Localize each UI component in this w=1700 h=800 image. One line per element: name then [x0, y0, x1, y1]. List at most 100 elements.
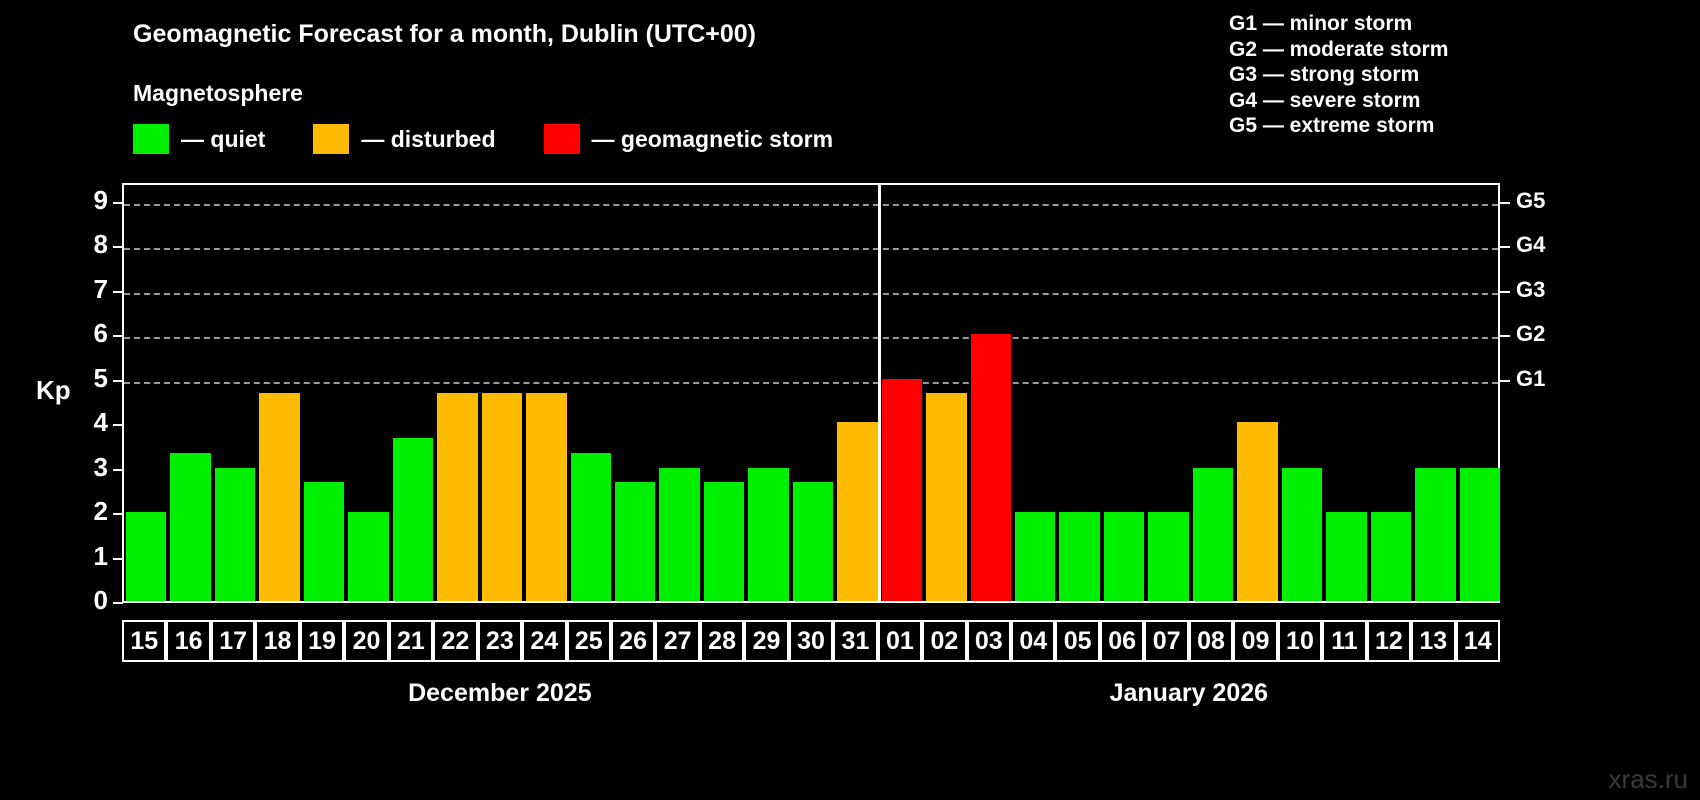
day-label-09[interactable]: 09 — [1233, 620, 1278, 662]
bar-day-27[interactable] — [659, 467, 700, 601]
day-label-27[interactable]: 27 — [655, 620, 700, 662]
bar-day-16[interactable] — [170, 453, 211, 601]
bar-day-28[interactable] — [703, 482, 745, 601]
y-tick-label-8: 8 — [93, 229, 108, 260]
day-label-06[interactable]: 06 — [1099, 620, 1145, 662]
y-tick-label-4: 4 — [93, 407, 108, 438]
day-label-17[interactable]: 17 — [210, 620, 256, 662]
g-tick-label-G4: G4 — [1516, 232, 1546, 258]
day-label-21[interactable]: 21 — [388, 620, 434, 662]
g-tick-label-G2: G2 — [1516, 321, 1546, 347]
y-tick-mark-8 — [113, 246, 123, 249]
bar-day-04[interactable] — [1015, 512, 1056, 601]
day-label-28[interactable]: 28 — [699, 620, 745, 662]
y-tick-mark-0 — [113, 602, 123, 604]
plot-area — [122, 183, 1500, 603]
y-tick-mark-1 — [113, 557, 123, 560]
y-tick-mark-4 — [113, 424, 123, 427]
bar-day-14[interactable] — [1459, 467, 1500, 601]
bar-day-31[interactable] — [837, 421, 878, 601]
month-caption-2: January 2026 — [1109, 679, 1269, 707]
day-label-10[interactable]: 10 — [1277, 620, 1323, 662]
day-label-25[interactable]: 25 — [566, 620, 611, 662]
day-label-29[interactable]: 29 — [744, 620, 789, 662]
legend-item-disturbed: — disturbed — [313, 124, 496, 154]
bar-day-11[interactable] — [1326, 512, 1367, 601]
bar-day-01[interactable] — [881, 378, 923, 601]
day-label-22[interactable]: 22 — [433, 620, 478, 662]
bar-day-05[interactable] — [1059, 512, 1100, 601]
day-label-03[interactable]: 03 — [966, 620, 1012, 662]
day-label-23[interactable]: 23 — [477, 620, 523, 662]
bar-day-08[interactable] — [1192, 467, 1234, 601]
g-tick-mark-G2 — [1500, 335, 1510, 338]
day-label-19[interactable]: 19 — [299, 620, 345, 662]
bar-day-13[interactable] — [1415, 467, 1456, 601]
bar-day-15[interactable] — [126, 512, 167, 601]
gridline-kp-7 — [124, 292, 1498, 295]
day-label-26[interactable]: 26 — [610, 620, 656, 662]
bar-day-17[interactable] — [214, 467, 256, 601]
day-label-04[interactable]: 04 — [1011, 620, 1056, 662]
day-label-05[interactable]: 05 — [1055, 620, 1100, 662]
day-label-24[interactable]: 24 — [522, 620, 567, 662]
legend-label-quiet: — quiet — [181, 125, 266, 152]
bar-day-18[interactable] — [259, 393, 300, 601]
day-label-08[interactable]: 08 — [1188, 620, 1234, 662]
bar-day-23[interactable] — [481, 393, 523, 601]
y-tick-label-7: 7 — [93, 273, 108, 304]
y-tick-label-2: 2 — [93, 496, 108, 527]
y-tick-mark-9 — [113, 202, 123, 204]
day-label-16[interactable]: 16 — [166, 620, 211, 662]
gridline-kp-5 — [124, 381, 1498, 384]
day-label-15[interactable]: 15 — [122, 620, 167, 662]
bar-day-21[interactable] — [392, 437, 434, 601]
watermark: xras.ru — [1608, 764, 1688, 794]
g-scale-row-3: G3 — strong storm — [1229, 63, 1420, 86]
bar-day-26[interactable] — [614, 482, 656, 601]
bar-day-10[interactable] — [1281, 467, 1323, 601]
day-label-01[interactable]: 01 — [877, 620, 923, 662]
bar-day-03[interactable] — [970, 334, 1012, 601]
day-label-14[interactable]: 14 — [1455, 620, 1500, 662]
bar-day-20[interactable] — [348, 512, 389, 601]
gridline-kp-9 — [124, 204, 1498, 206]
y-tick-label-1: 1 — [93, 540, 108, 571]
bar-day-07[interactable] — [1148, 512, 1189, 601]
y-tick-mark-5 — [113, 379, 123, 382]
legend-gap — [496, 139, 544, 140]
day-label-13[interactable]: 13 — [1411, 620, 1456, 662]
bar-day-12[interactable] — [1370, 512, 1412, 601]
legend-label-storm: — geomagnetic storm — [591, 125, 834, 152]
bar-day-22[interactable] — [437, 393, 478, 601]
day-label-12[interactable]: 12 — [1366, 620, 1412, 662]
legend-swatch-quiet-icon — [133, 124, 169, 154]
g-tick-label-G3: G3 — [1516, 276, 1546, 302]
bar-day-24[interactable] — [526, 393, 567, 601]
day-label-11[interactable]: 11 — [1322, 620, 1367, 662]
g-tick-label-G1: G1 — [1516, 365, 1546, 391]
bar-day-02[interactable] — [926, 393, 967, 601]
y-tick-label-5: 5 — [93, 362, 108, 393]
bar-day-09[interactable] — [1237, 421, 1278, 601]
bar-day-06[interactable] — [1103, 512, 1145, 601]
bar-day-25[interactable] — [570, 453, 611, 601]
y-tick-mark-2 — [113, 513, 123, 516]
day-label-30[interactable]: 30 — [788, 620, 834, 662]
bar-day-29[interactable] — [748, 467, 789, 601]
y-tick-mark-3 — [113, 468, 123, 471]
g-tick-label-G5: G5 — [1516, 188, 1546, 213]
bar-day-30[interactable] — [792, 482, 834, 601]
day-label-18[interactable]: 18 — [255, 620, 300, 662]
day-label-02[interactable]: 02 — [922, 620, 967, 662]
g-scale-row-5: G5 — extreme storm — [1229, 114, 1435, 137]
day-label-20[interactable]: 20 — [344, 620, 389, 662]
y-tick-label-9: 9 — [93, 185, 108, 215]
g-scale-row-2: G2 — moderate storm — [1229, 37, 1449, 61]
day-label-31[interactable]: 31 — [833, 620, 878, 662]
bar-day-19[interactable] — [303, 482, 345, 601]
y-tick-label-6: 6 — [93, 318, 108, 349]
day-label-07[interactable]: 07 — [1144, 620, 1189, 662]
gridline-kp-6 — [124, 337, 1498, 340]
